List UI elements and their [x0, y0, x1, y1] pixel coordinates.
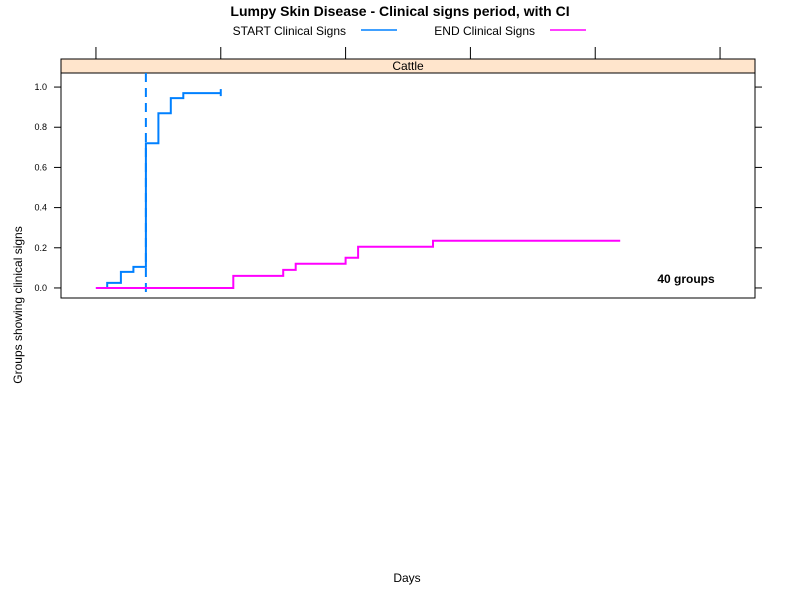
legend-label-start: START Clinical Signs: [233, 24, 346, 38]
y-tick-label: 0.4: [34, 203, 47, 213]
y-tick-label: 0.0: [34, 283, 47, 293]
y-tick-label: 0.8: [34, 122, 47, 132]
x-axis-ticks: [95, 47, 721, 59]
group-count-annotation: 40 groups: [657, 272, 715, 286]
series-line-end: [95, 239, 621, 289]
legend: START Clinical Signs END Clinical Signs: [233, 24, 586, 38]
y-axis-ticks-right: [755, 86, 762, 289]
series-layer: [95, 73, 621, 298]
y-axis-label: Groups showing clinical signs: [11, 226, 25, 383]
y-tick-label: 0.6: [34, 162, 47, 172]
y-axis-ticks: 0.0 0.2 0.4 0.6 0.8 1.0: [34, 82, 61, 293]
chart-title: Lumpy Skin Disease - Clinical signs peri…: [230, 3, 569, 19]
plot-area: [60, 72, 756, 299]
panel-strip-label: Cattle: [392, 59, 424, 73]
legend-label-end: END Clinical Signs: [434, 24, 535, 38]
series-line-start: [95, 92, 221, 289]
y-tick-label: 0.2: [34, 243, 47, 253]
x-axis-label: Days: [393, 571, 420, 585]
y-tick-label: 1.0: [34, 82, 47, 92]
